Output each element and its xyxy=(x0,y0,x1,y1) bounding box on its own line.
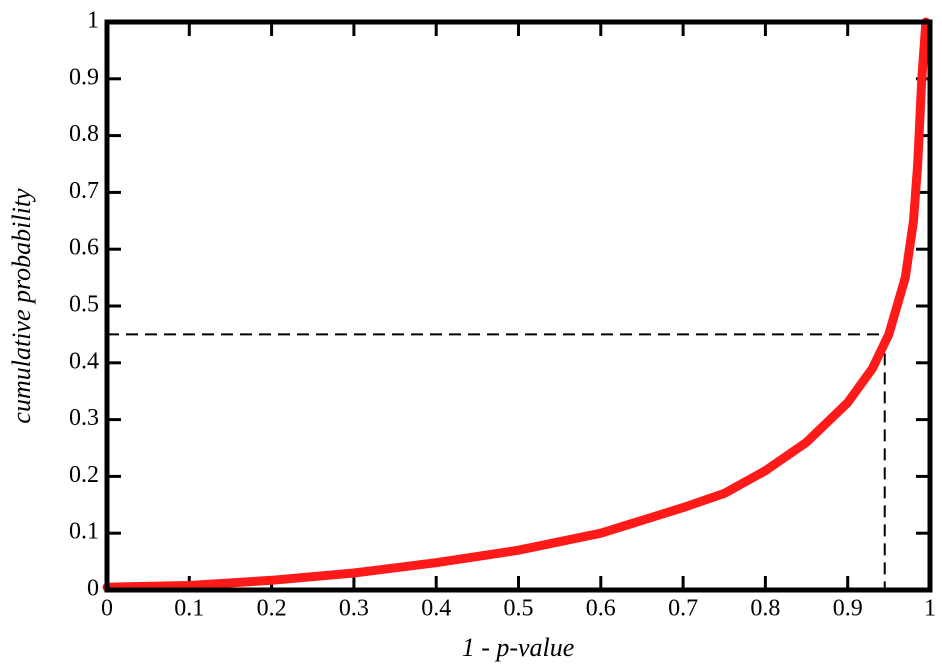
y-tick-label: 1 xyxy=(87,8,99,34)
y-tick-label: 0.3 xyxy=(69,405,99,431)
y-tick-label: 0.8 xyxy=(69,121,99,147)
y-tick-label: 0.7 xyxy=(69,178,99,204)
x-axis-label: 1 - p-value xyxy=(462,633,575,662)
plot-frame xyxy=(104,19,933,593)
x-tick-label: 0.2 xyxy=(257,596,287,622)
x-tick-label: 0 xyxy=(101,596,113,622)
y-tick-label: 0.4 xyxy=(69,348,99,374)
x-tick-label: 0.1 xyxy=(174,596,204,622)
x-tick-label: 0.4 xyxy=(421,596,451,622)
y-tick-label: 0.5 xyxy=(69,292,99,318)
x-tick-label: 0.8 xyxy=(750,596,780,622)
x-tick-label: 0.7 xyxy=(668,596,698,622)
x-tick-label: 0.5 xyxy=(504,596,534,622)
y-tick-label: 0.2 xyxy=(69,462,99,488)
y-tick-label: 0.9 xyxy=(69,64,99,90)
y-tick-label: 0 xyxy=(87,576,99,602)
x-tick-label: 1 xyxy=(924,596,936,622)
y-tick-label: 0.6 xyxy=(69,235,99,261)
x-tick-label: 0.9 xyxy=(833,596,863,622)
x-tick-label: 0.6 xyxy=(586,596,616,622)
x-tick-label: 0.3 xyxy=(339,596,369,622)
data-line xyxy=(102,17,931,592)
y-axis-label: cumulative probability xyxy=(7,188,36,424)
y-tick-label: 0.1 xyxy=(69,519,99,545)
